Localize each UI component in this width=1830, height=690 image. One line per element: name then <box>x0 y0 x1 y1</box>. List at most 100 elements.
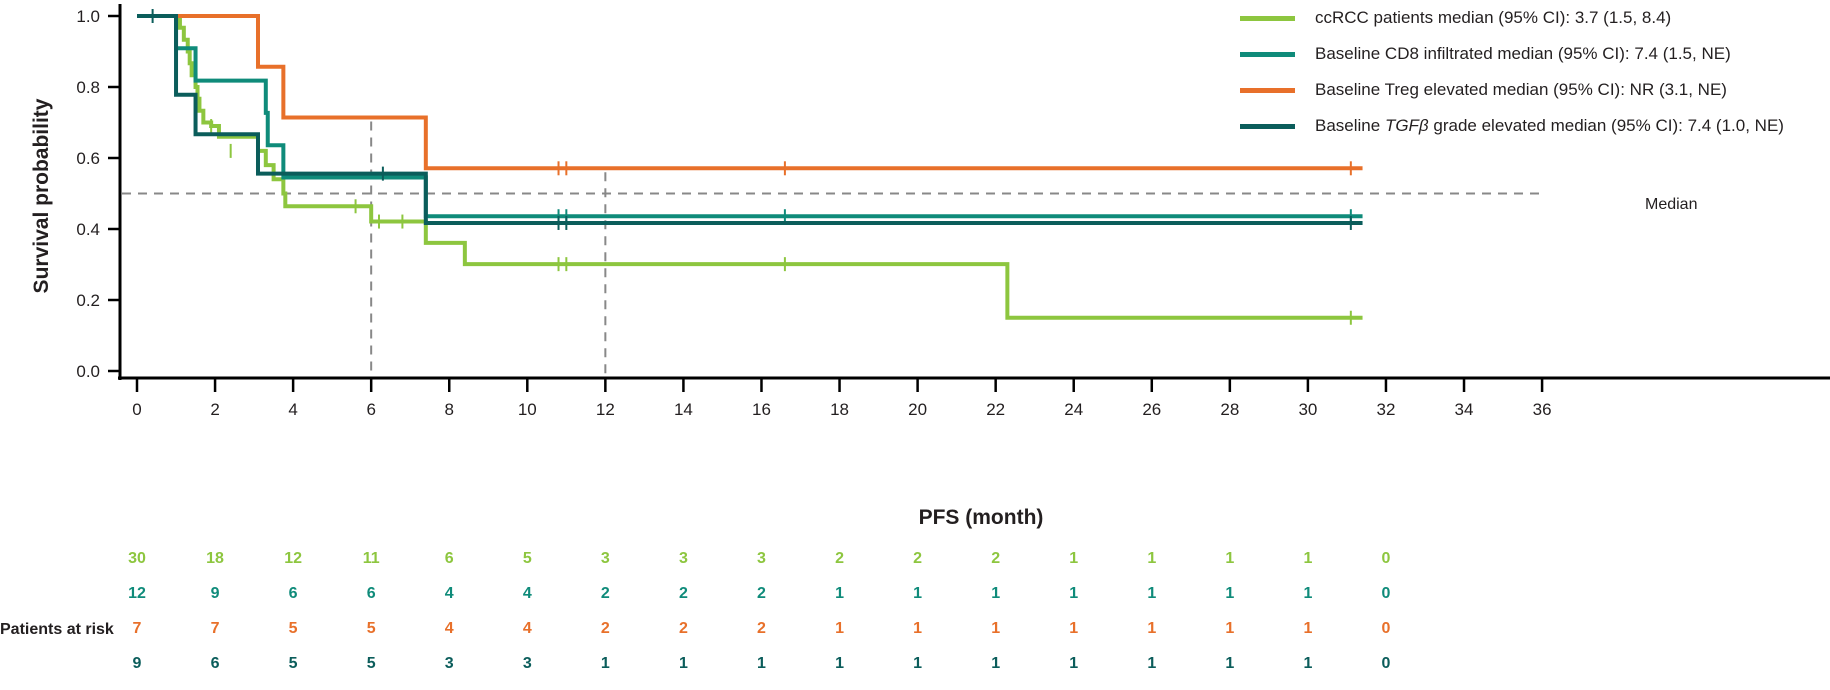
legend-label: Baseline CD8 infiltrated median (95% CI)… <box>1315 44 1731 63</box>
risk-table-cell: 5 <box>366 620 376 637</box>
y-tick-label: 0.8 <box>76 78 100 97</box>
y-tick-label: 0.0 <box>76 362 100 381</box>
risk-table-cell: 1 <box>1069 620 1079 637</box>
x-tick-label: 36 <box>1533 400 1552 419</box>
risk-table-cell: 1 <box>1147 655 1157 672</box>
legend-item-ccrcc: ccRCC patients median (95% CI): 3.7 (1.5… <box>1240 0 1784 36</box>
x-tick-label: 12 <box>596 400 615 419</box>
risk-table-cell: 12 <box>128 585 146 602</box>
x-tick-label: 18 <box>830 400 849 419</box>
risk-table-cell: 2 <box>757 620 766 637</box>
risk-table-cell: 2 <box>913 550 923 567</box>
risk-table-cell: 1 <box>1225 620 1235 637</box>
risk-table-cell: 3 <box>678 550 688 567</box>
x-tick-label: 30 <box>1298 400 1317 419</box>
risk-table-cell: 1 <box>1147 550 1157 567</box>
risk-table-cell: 1 <box>1225 655 1235 672</box>
y-axis-title: Survival probability <box>30 98 53 293</box>
risk-table-cell: 1 <box>1303 585 1313 602</box>
risk-table-cell: 6 <box>288 585 298 602</box>
risk-table-cell: 1 <box>1147 620 1157 637</box>
survival-curve <box>137 14 1363 320</box>
legend-swatch <box>1240 15 1295 21</box>
x-tick-label: 22 <box>986 400 1005 419</box>
risk-table-cell: 2 <box>600 620 610 637</box>
risk-table-cell: 1 <box>835 620 844 637</box>
risk-table-cell: 1 <box>913 585 923 602</box>
risk-table-cell: 1 <box>757 655 766 672</box>
risk-table-cell: 6 <box>366 585 376 602</box>
risk-table-cell: 18 <box>206 550 224 567</box>
risk-table-cell: 3 <box>522 655 532 672</box>
risk-table-cell: 5 <box>288 620 298 637</box>
x-tick-label: 8 <box>445 400 454 419</box>
risk-table-cell: 5 <box>522 550 532 567</box>
risk-table-cell: 5 <box>366 655 376 672</box>
risk-table-cell: 0 <box>1381 655 1391 672</box>
x-tick-label: 26 <box>1142 400 1161 419</box>
risk-table-cell: 0 <box>1381 550 1391 567</box>
risk-table-cell: 2 <box>678 620 688 637</box>
risk-table-cell: 2 <box>757 585 766 602</box>
legend-label: ccRCC patients median (95% CI): 3.7 (1.5… <box>1315 8 1672 27</box>
x-tick-label: 24 <box>1064 400 1083 419</box>
median-label: Median <box>1645 196 1698 213</box>
legend-item-tgfb: Baseline TGFβ grade elevated median (95%… <box>1240 108 1784 144</box>
risk-table-cell: 4 <box>522 620 532 637</box>
risk-table-cell: 1 <box>1069 585 1079 602</box>
legend-item-treg: Baseline Treg elevated median (95% CI): … <box>1240 72 1784 108</box>
legend-swatch <box>1240 51 1295 57</box>
risk-table-cell: 1 <box>1225 585 1235 602</box>
risk-table-cell: 1 <box>835 585 844 602</box>
risk-table-cell: 4 <box>522 585 532 602</box>
x-tick-label: 4 <box>288 400 297 419</box>
risk-table-cell: 1 <box>991 585 1001 602</box>
risk-table-cell: 1 <box>1069 550 1079 567</box>
risk-table-cell: 1 <box>913 655 923 672</box>
x-tick-label: 34 <box>1455 400 1474 419</box>
risk-table-cell: 1 <box>835 655 844 672</box>
risk-table-cell: 2 <box>835 550 844 567</box>
y-tick-label: 1.0 <box>76 7 100 26</box>
legend-item-cd8: Baseline CD8 infiltrated median (95% CI)… <box>1240 36 1784 72</box>
risk-table-cell: 1 <box>991 655 1001 672</box>
x-axis-title: PFS (month) <box>919 506 1044 529</box>
y-tick-label: 0.4 <box>76 220 100 239</box>
legend-swatch <box>1240 87 1295 93</box>
reference-lines <box>122 121 1542 378</box>
survival-curve <box>137 14 1363 219</box>
risk-table-cell: 6 <box>444 550 454 567</box>
risk-table-cell: 0 <box>1381 585 1391 602</box>
x-tick-label: 16 <box>752 400 771 419</box>
risk-table-cell: 1 <box>1225 550 1235 567</box>
risk-table-cell: 12 <box>284 550 303 567</box>
risk-table-cell: 3 <box>757 550 766 567</box>
risk-table-cell: 7 <box>132 620 142 637</box>
risk-table-cell: 1 <box>1147 585 1157 602</box>
risk-table-cell: 3 <box>600 550 610 567</box>
risk-table-cell: 4 <box>444 620 454 637</box>
risk-table-cell: 1 <box>1303 550 1313 567</box>
x-tick-label: 10 <box>518 400 537 419</box>
x-tick-label: 20 <box>908 400 927 419</box>
survival-curves <box>137 9 1363 325</box>
risk-table-cell: 5 <box>288 655 298 672</box>
risk-table-cell: 2 <box>991 550 1001 567</box>
risk-table-cell: 1 <box>600 655 610 672</box>
risk-table-cell: 11 <box>362 550 380 567</box>
survival-curve <box>137 14 1363 171</box>
risk-table-cell: 6 <box>210 655 220 672</box>
risk-table-cell: 2 <box>678 585 688 602</box>
risk-table-cell: 3 <box>444 655 454 672</box>
x-tick-label: 32 <box>1376 400 1395 419</box>
y-tick-label: 0.2 <box>76 291 100 310</box>
x-tick-label: 2 <box>210 400 219 419</box>
risk-table-cell: 7 <box>210 620 220 637</box>
x-tick-label: 14 <box>674 400 693 419</box>
risk-table-cell: 1 <box>991 620 1001 637</box>
risk-table-cell: 4 <box>444 585 454 602</box>
risk-table-cell: 1 <box>1303 655 1313 672</box>
risk-table-cell: 1 <box>1069 655 1079 672</box>
legend-label: Baseline TGFβ grade elevated median (95%… <box>1315 116 1784 135</box>
